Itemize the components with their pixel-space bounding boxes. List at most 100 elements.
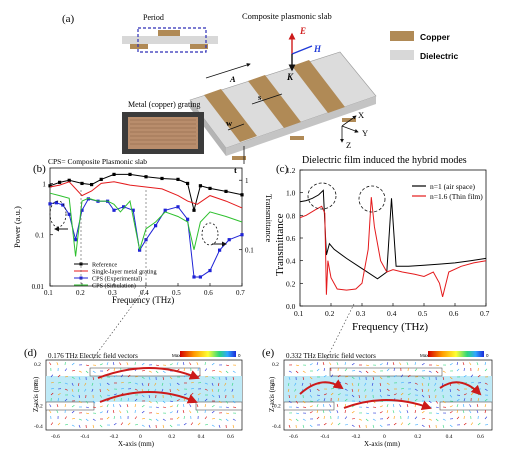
field-vector <box>64 424 68 426</box>
field-vector <box>155 412 159 414</box>
field-vector <box>176 410 179 414</box>
field-vector <box>449 363 453 366</box>
field-vector <box>155 400 159 404</box>
field-vector <box>351 410 355 414</box>
plot-c-xtick-label: 0.5 <box>418 309 428 318</box>
e-ytick-label: -0.2 <box>272 403 281 409</box>
field-vector <box>379 376 383 380</box>
slab-front <box>226 96 376 156</box>
field-vector <box>141 376 145 379</box>
field-d-colorbar <box>180 351 236 357</box>
panel-d: (d) 0.176 THz Electric field vectors Max… <box>24 347 243 448</box>
field-vector <box>232 424 235 428</box>
plot-b-point <box>67 212 71 216</box>
plot-b-point <box>208 268 212 273</box>
field-vector <box>295 412 299 414</box>
field-vector <box>365 418 369 422</box>
field-vector <box>470 374 474 378</box>
field-vector <box>232 370 236 373</box>
panel-b-note: CPS= Composite Plasmonic slab <box>48 157 147 166</box>
plot-c-series-0 <box>299 189 487 280</box>
field-vector <box>218 394 220 398</box>
field-vector <box>92 400 96 404</box>
field-vector <box>344 424 349 426</box>
field-d-xlabel: X-axis (mm) <box>118 440 155 448</box>
field-vector <box>337 398 340 402</box>
field-vector <box>106 404 109 408</box>
field-vector <box>190 388 194 390</box>
field-vector <box>469 362 472 366</box>
field-vector <box>434 382 437 386</box>
plot-b-point <box>58 180 62 184</box>
field-vector <box>141 404 145 408</box>
field-vector <box>393 393 397 396</box>
plot-b-point <box>198 184 202 188</box>
field-e-arrow-right <box>439 381 482 396</box>
field-vector <box>330 374 334 378</box>
field-vector <box>78 394 80 398</box>
field-vector <box>71 410 75 414</box>
field-vector <box>421 388 424 392</box>
field-vector <box>162 424 165 428</box>
field-vector <box>50 374 54 378</box>
field-vector <box>99 411 103 414</box>
field-vector <box>462 410 465 414</box>
plot-c-series <box>299 189 487 298</box>
field-vector <box>218 424 221 428</box>
dim-t-label: t <box>234 165 237 175</box>
field-vector <box>477 374 481 378</box>
field-vector <box>351 362 355 366</box>
field-vector <box>351 388 354 392</box>
field-vector <box>435 406 439 409</box>
field-vector <box>393 367 395 372</box>
copper-strip-1 <box>204 89 257 142</box>
grating-photo-lines <box>130 119 196 145</box>
field-vector <box>85 418 89 422</box>
field-vector <box>302 418 306 421</box>
plot-b-point <box>48 202 52 206</box>
field-vector <box>329 362 332 366</box>
field-vector <box>56 404 59 408</box>
field-vector <box>182 362 185 366</box>
field-vector <box>211 410 215 414</box>
field-vector <box>231 388 234 392</box>
field-vector <box>183 404 185 408</box>
field-e-vectors <box>287 362 489 429</box>
d-xtick-label: 0 <box>139 434 142 440</box>
axis-y-arrow <box>341 125 359 133</box>
field-vector <box>84 382 87 386</box>
plot-c-xtick-label: 0.1 <box>294 309 304 318</box>
plot-c-ytick-label: 0.2 <box>286 279 296 288</box>
plot-b-point <box>80 208 84 212</box>
field-vector <box>99 424 103 428</box>
field-vector <box>162 370 166 373</box>
field-vector <box>399 362 402 366</box>
copper-swatch <box>390 31 414 41</box>
field-vector <box>400 374 404 378</box>
dim-A-line <box>205 63 251 79</box>
field-d-xticks: -0.6 -0.4 -0.2 0 0.2 0.4 0.6 <box>51 434 234 440</box>
panel-e: (e) 0.332 THz Electric field vectors Max… <box>262 347 493 448</box>
field-vector <box>309 388 311 393</box>
field-vector <box>337 422 341 426</box>
plot-b-point <box>74 238 78 242</box>
field-vector <box>365 370 369 374</box>
plot-b-xtick-label: 0.3 <box>108 289 117 297</box>
field-vector <box>435 364 439 366</box>
field-vector <box>64 398 68 402</box>
field-vector <box>365 364 369 366</box>
field-vector <box>302 400 306 404</box>
field-vector <box>120 388 124 390</box>
field-vector <box>336 404 339 408</box>
field-vector <box>484 404 487 408</box>
field-vector <box>351 424 355 427</box>
d-ytick-label: 0 <box>34 383 37 389</box>
field-vector <box>392 362 395 366</box>
field-vector <box>134 388 138 391</box>
field-vector <box>322 410 325 414</box>
field-vector <box>204 361 206 366</box>
field-vector <box>365 406 369 409</box>
plot-b-y2label: Transmittance <box>264 194 274 243</box>
plot-b-xtick-label: 0.7 <box>236 289 245 297</box>
field-vector <box>316 362 319 366</box>
